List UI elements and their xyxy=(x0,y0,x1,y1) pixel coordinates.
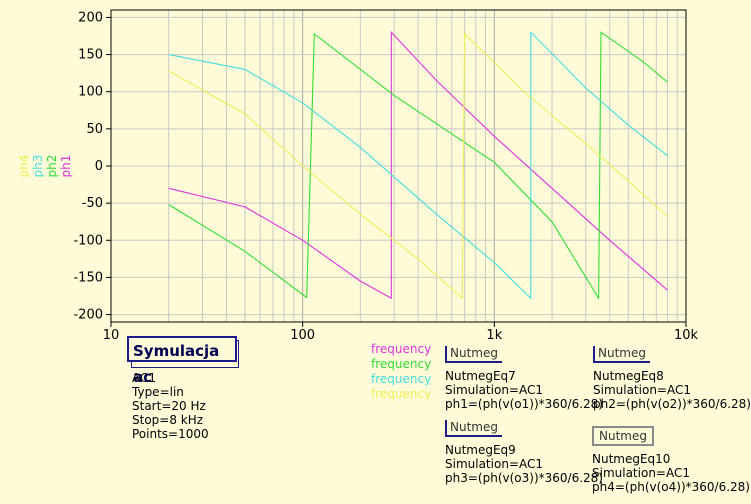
nutmeg-line: Simulation=AC1 xyxy=(445,383,543,397)
y-tick-label: 50 xyxy=(86,122,103,137)
x-tick-label: 1k xyxy=(486,328,502,343)
sim-param: Stop=8 kHz xyxy=(132,413,204,427)
nutmeg-eq10[interactable]: Nutmeg NutmegEq10 Simulation=AC1 ph4=(ph… xyxy=(592,426,750,494)
x-tick-label: 10k xyxy=(674,328,699,343)
y-tick-label: 100 xyxy=(78,85,103,100)
series-line-ph2 xyxy=(168,31,668,301)
y-tick-label: -150 xyxy=(73,270,103,285)
sim-param: Type=lin xyxy=(132,385,184,399)
nutmeg-line: ph1=(ph(v(o1))*360/6.28) xyxy=(445,397,603,411)
simulation-box[interactable]: Symulacja ac xyxy=(127,336,239,386)
legend-entry: frequency xyxy=(371,372,432,386)
frequency-legend: frequency frequency frequency frequency xyxy=(371,342,431,402)
legend-entry: frequency xyxy=(371,342,432,356)
y-axis-label-ph2: ph2 xyxy=(45,155,59,178)
nutmeg-header: Nutmeg xyxy=(592,426,654,446)
series-line-ph1 xyxy=(168,30,668,300)
simulation-params: AC1 Type=lin Start=20 Hz Stop=8 kHz Poin… xyxy=(132,371,209,441)
legend-entry: frequency xyxy=(371,357,432,371)
y-tick-label: -200 xyxy=(73,308,103,323)
y-tick-label: -100 xyxy=(73,233,103,248)
y-axis-label-ph3: ph3 xyxy=(31,155,45,178)
nutmeg-line: NutmegEq10 xyxy=(592,452,671,466)
y-tick-label: -50 xyxy=(82,196,103,211)
nutmeg-header: Nutmeg xyxy=(593,346,650,363)
nutmeg-line: Simulation=AC1 xyxy=(445,457,543,471)
nutmeg-line: Simulation=AC1 xyxy=(593,383,691,397)
series-line-ph4 xyxy=(168,32,668,300)
sim-param: Start=20 Hz xyxy=(132,399,206,413)
x-tick-label: 100 xyxy=(290,328,315,343)
nutmeg-line: ph3=(ph(v(o3))*360/6.28) xyxy=(445,471,603,485)
nutmeg-eq8[interactable]: Nutmeg NutmegEq8 Simulation=AC1 ph2=(ph(… xyxy=(593,346,751,411)
nutmeg-header: Nutmeg xyxy=(445,346,502,363)
nutmeg-line: Simulation=AC1 xyxy=(592,466,690,480)
x-tick-label: 10 xyxy=(103,328,120,343)
simulation-title: Symulacja ac xyxy=(127,336,237,386)
y-tick-label: 0 xyxy=(95,159,103,174)
nutmeg-eq9[interactable]: Nutmeg NutmegEq9 Simulation=AC1 ph3=(ph(… xyxy=(445,420,603,485)
sim-param: AC1 xyxy=(132,371,157,385)
nutmeg-line: NutmegEq9 xyxy=(445,443,516,457)
y-axis-label-ph4: ph4 xyxy=(17,155,31,178)
nutmeg-line: NutmegEq7 xyxy=(445,369,516,383)
nutmeg-eq7[interactable]: Nutmeg NutmegEq7 Simulation=AC1 ph1=(ph(… xyxy=(445,346,603,411)
y-tick-label: 200 xyxy=(78,10,103,25)
legend-entry: frequency xyxy=(371,387,432,401)
y-tick-label: 150 xyxy=(78,48,103,63)
y-axis-label-ph1: ph1 xyxy=(59,155,73,178)
nutmeg-line: ph4=(ph(v(o4))*360/6.28) xyxy=(592,480,750,494)
nutmeg-line: ph2=(ph(v(o2))*360/6.28) xyxy=(593,397,751,411)
sim-param: Points=1000 xyxy=(132,427,209,441)
series-line-ph3 xyxy=(168,30,668,300)
nutmeg-line: NutmegEq8 xyxy=(593,369,664,383)
nutmeg-header: Nutmeg xyxy=(445,420,502,437)
